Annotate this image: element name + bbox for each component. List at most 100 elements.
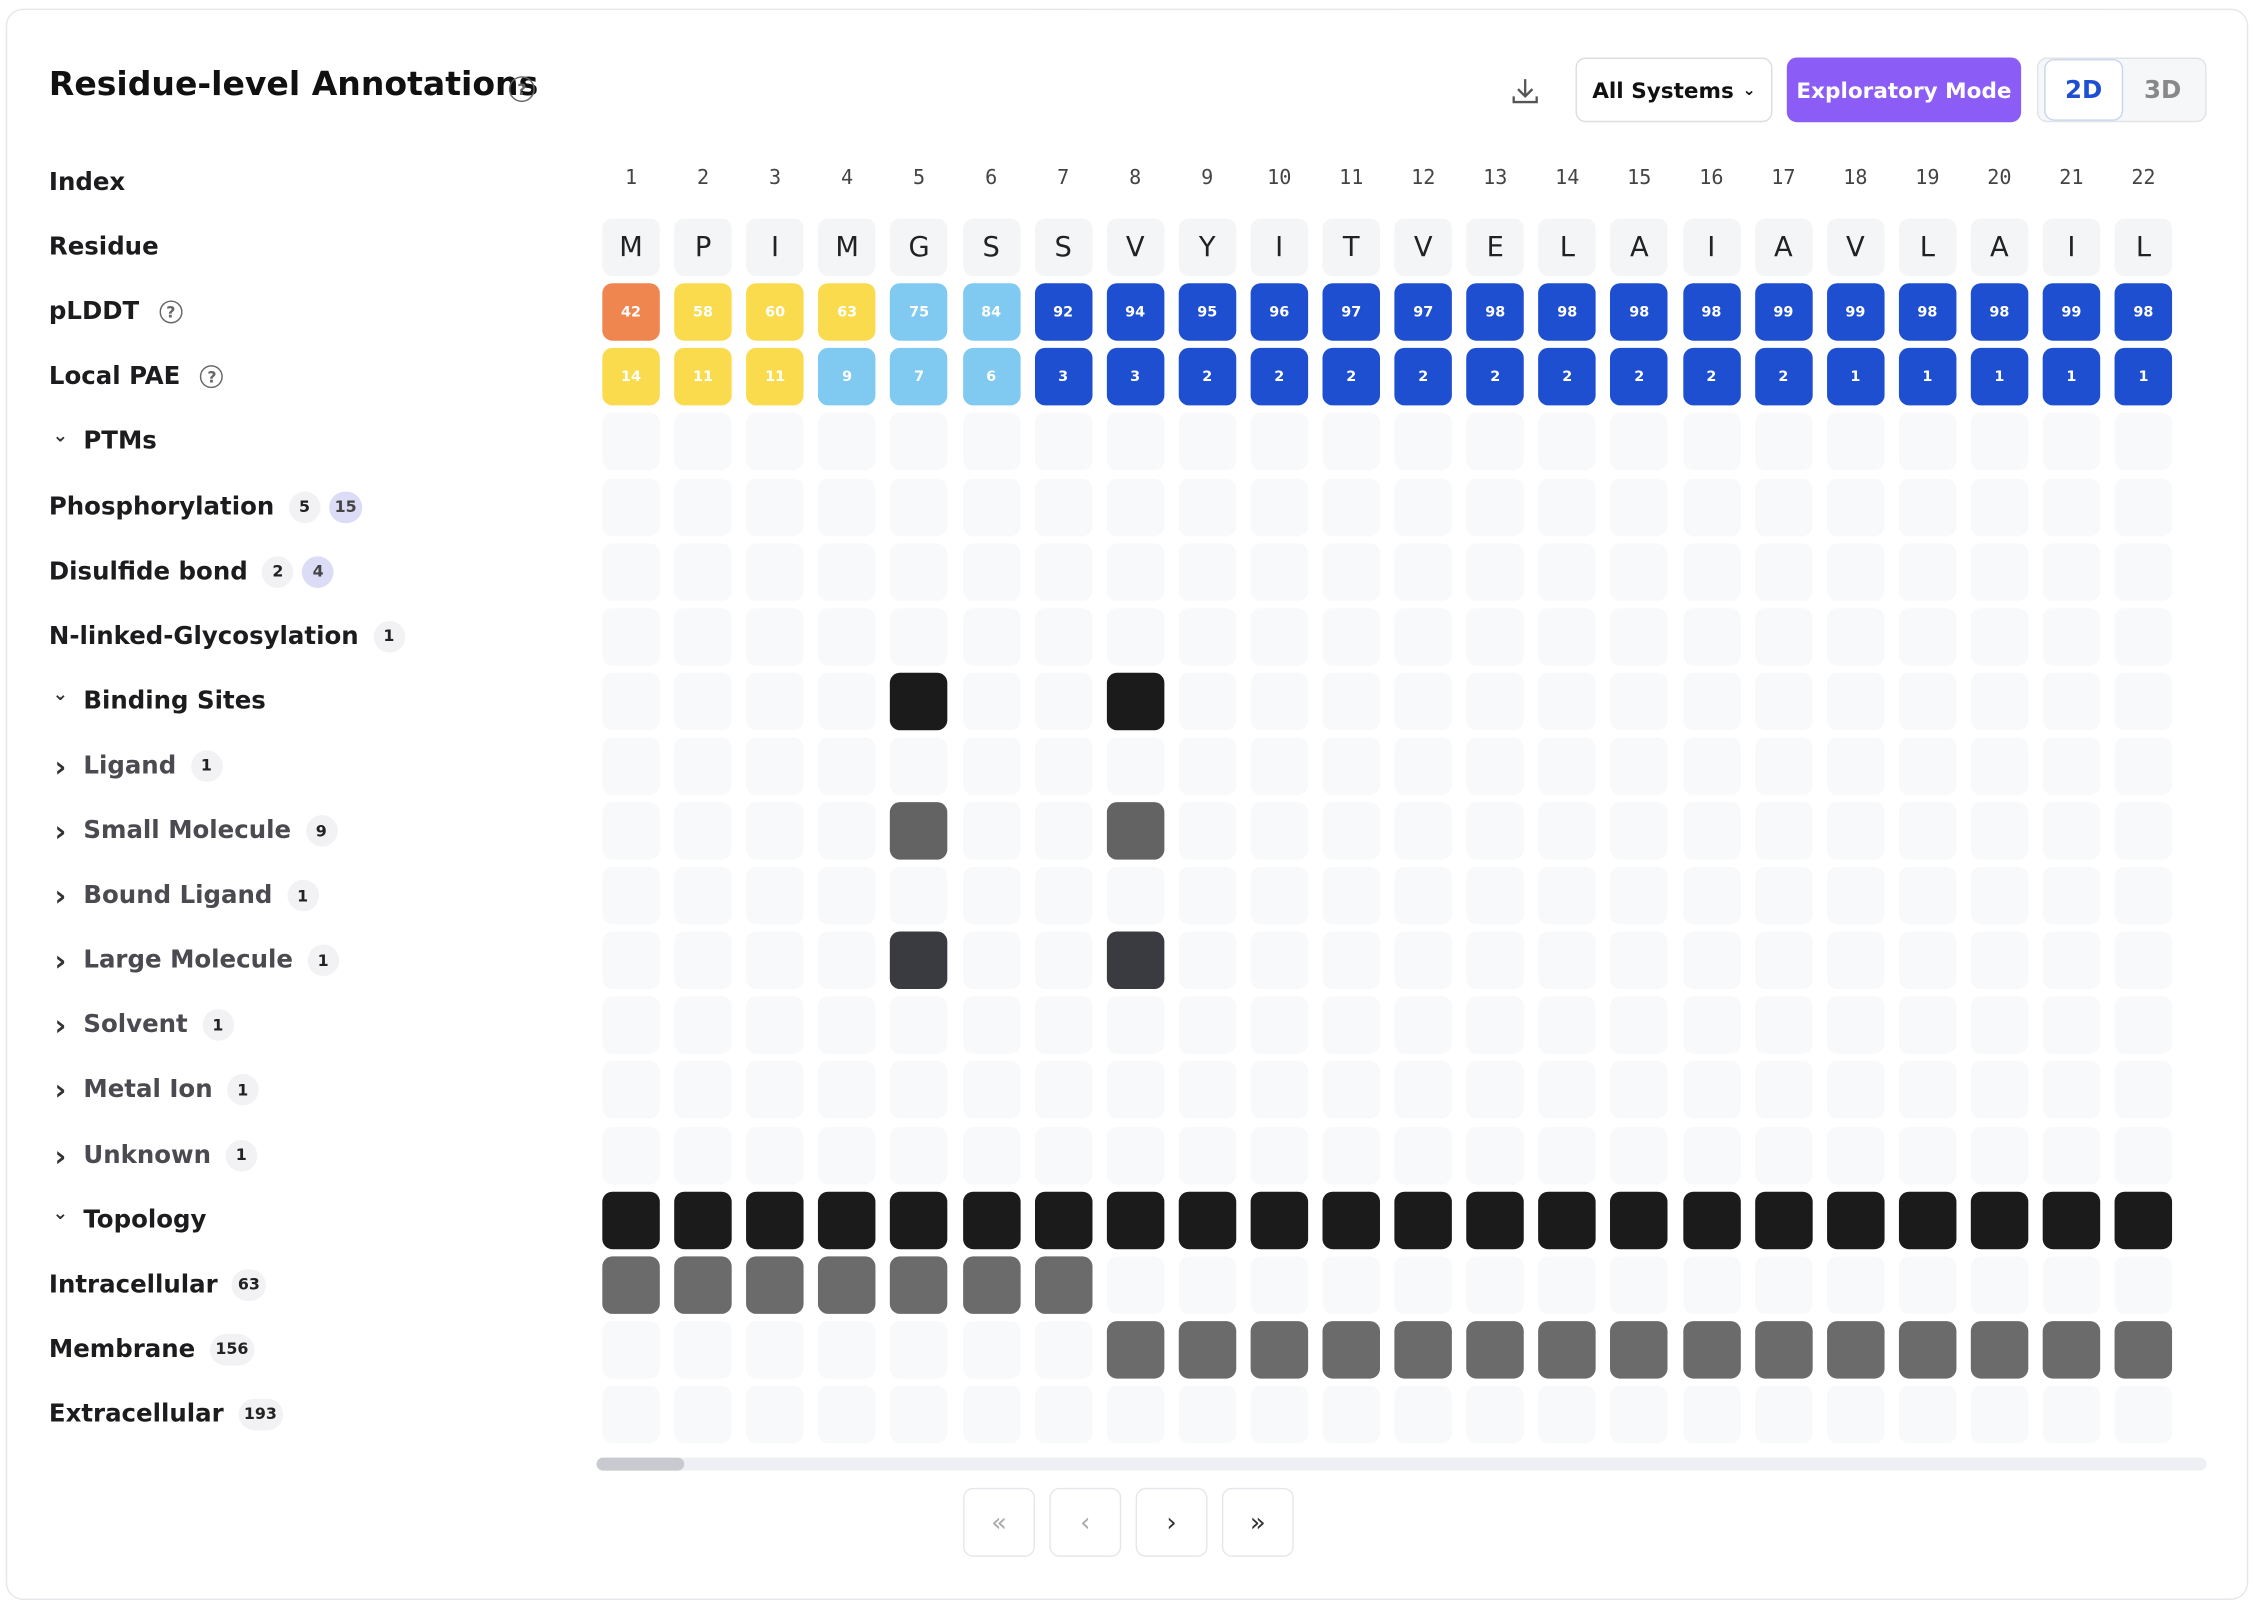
expand-chevron[interactable]: › [54,1008,67,1043]
empty-cell [818,542,876,601]
empty-cell [674,737,732,795]
plddt-cell: 99 [2042,283,2101,341]
track-label-text: Local PAE [48,362,181,392]
empty-cell [674,477,732,536]
empty-cell [674,866,732,925]
empty-cell [1250,802,1308,860]
view-2d[interactable]: 2D [2044,58,2124,121]
empty-cell [1898,542,1957,601]
empty-cell [1538,866,1597,925]
expand-chevron[interactable]: › [54,878,67,913]
empty-cell [602,996,660,1055]
empty-cell [746,866,804,925]
expand-chevron[interactable]: › [54,813,67,849]
empty-cell [1538,1385,1597,1444]
index-number: 4 [841,166,854,190]
empty-cell [1754,542,1813,601]
empty-cell [1682,996,1741,1055]
annotation-cell [1610,1191,1669,1249]
empty-cell [1826,996,1885,1055]
row-label: Intracellular 63 [49,1263,266,1306]
pae-cell: 2 [1754,348,1813,406]
plddt-cell: 98 [1682,283,1741,341]
empty-cell [818,1126,876,1184]
pae-cell: 3 [1034,348,1092,406]
index-number: 16 [1699,166,1724,190]
next-page[interactable]: › [1135,1487,1208,1557]
annotation-cell [890,672,948,730]
help-icon[interactable]: ? [508,76,535,103]
empty-cell [1106,477,1164,536]
empty-cell [1610,802,1669,860]
empty-cell [1178,413,1236,471]
empty-cell [1250,1126,1308,1184]
row-label-text: Bound Ligand [83,881,273,911]
empty-cell [1610,607,1669,666]
empty-cell [1466,1126,1525,1184]
empty-cell [1538,607,1597,666]
collapse-chevron[interactable]: ⌄ [52,425,69,447]
pae-cell: 11 [674,348,732,406]
empty-cell [1754,931,1813,990]
annotation-cell [1970,1191,2029,1249]
empty-cell [2042,672,2101,730]
view-3d[interactable]: 3D [2144,75,2182,105]
annotation-cell [890,1191,948,1249]
empty-cell [962,866,1020,925]
index-number: 15 [1627,166,1652,190]
expand-chevron[interactable]: › [54,943,67,978]
index-number: 17 [1771,166,1796,190]
empty-cell [674,1061,732,1119]
row-label: ⌄ Binding Sites [49,680,266,723]
empty-cell [1034,672,1092,730]
plddt-cell: 99 [1754,283,1813,341]
empty-cell [1466,737,1525,795]
expand-chevron[interactable]: › [54,748,67,784]
empty-cell [1106,1255,1164,1314]
empty-cell [1034,866,1092,925]
empty-cell [1970,672,2029,730]
systems-dropdown[interactable]: All Systems ⌄ [1575,57,1773,123]
collapse-chevron[interactable]: ⌄ [52,684,69,707]
prev-page[interactable]: ‹ [1049,1487,1122,1557]
empty-cell [1178,737,1236,795]
empty-cell [890,542,948,601]
first-page[interactable]: « [963,1487,1035,1557]
empty-cell [1970,477,2029,536]
count-badge: 9 [305,815,338,847]
empty-cell [1682,672,1741,730]
empty-cell [1322,996,1380,1055]
expand-chevron[interactable]: › [54,1072,67,1108]
count-badge: 4 [302,555,334,588]
download-icon[interactable] [1509,75,1541,107]
residue: V [1106,218,1164,277]
empty-cell [602,1126,660,1184]
empty-cell [1970,1385,2029,1444]
annotation-cell [602,1191,660,1249]
empty-cell [746,1061,804,1119]
empty-cell [1250,1061,1308,1119]
last-page[interactable]: » [1221,1487,1294,1557]
empty-cell [1538,931,1597,990]
index-number: 19 [1915,166,1940,190]
annotation-cell [674,1191,732,1249]
mode-button[interactable]: Exploratory Mode [1786,57,2022,123]
empty-cell [1466,931,1525,990]
empty-cell [1250,477,1308,536]
empty-cell [1610,1061,1669,1119]
empty-cell [1034,413,1092,471]
empty-cell [1322,1126,1380,1184]
residue: I [746,218,804,277]
empty-cell [1178,1126,1236,1184]
empty-cell [1178,542,1236,601]
empty-cell [1466,1255,1525,1314]
empty-cell [746,607,804,666]
empty-cell [1970,931,2029,990]
expand-chevron[interactable]: › [54,1137,67,1173]
count-badge: 1 [307,944,339,977]
scrollbar-thumb[interactable] [596,1457,685,1471]
annotation-cell [2042,1320,2101,1379]
track-label-text: Index [48,168,126,197]
empty-cell [890,1061,948,1119]
collapse-chevron[interactable]: ⌄ [52,1203,69,1225]
